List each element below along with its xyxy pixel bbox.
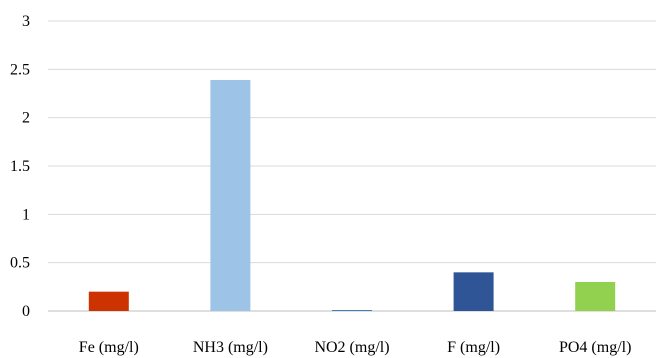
x-category-label: NO2 (mg/l) [314,339,389,356]
y-tick-label: 3 [22,13,30,30]
y-tick-label: 0.5 [10,255,30,272]
bar [332,310,372,311]
gridlines [48,20,656,312]
bars [88,79,616,311]
x-category-label: PO4 (mg/l) [559,339,631,356]
x-category-label: NH3 (mg/l) [193,339,268,356]
y-tick-label: 2.5 [10,61,30,78]
bar [88,291,129,311]
bar [575,282,616,311]
x-category-label: Fe (mg/l) [79,339,139,356]
bar [210,79,251,311]
y-tick-label: 2 [22,110,30,127]
x-category-label: F (mg/l) [447,339,500,356]
y-axis-tick-labels: 0 0.5 1 1.5 2 2.5 3 [10,13,30,320]
y-tick-label: 1.5 [10,158,30,175]
y-tick-label: 1 [22,206,30,223]
y-tick-label: 0 [22,303,30,320]
bar [453,272,494,311]
x-axis-category-labels: Fe (mg/l) NH3 (mg/l) NO2 (mg/l) F (mg/l) PO4… [79,339,632,356]
